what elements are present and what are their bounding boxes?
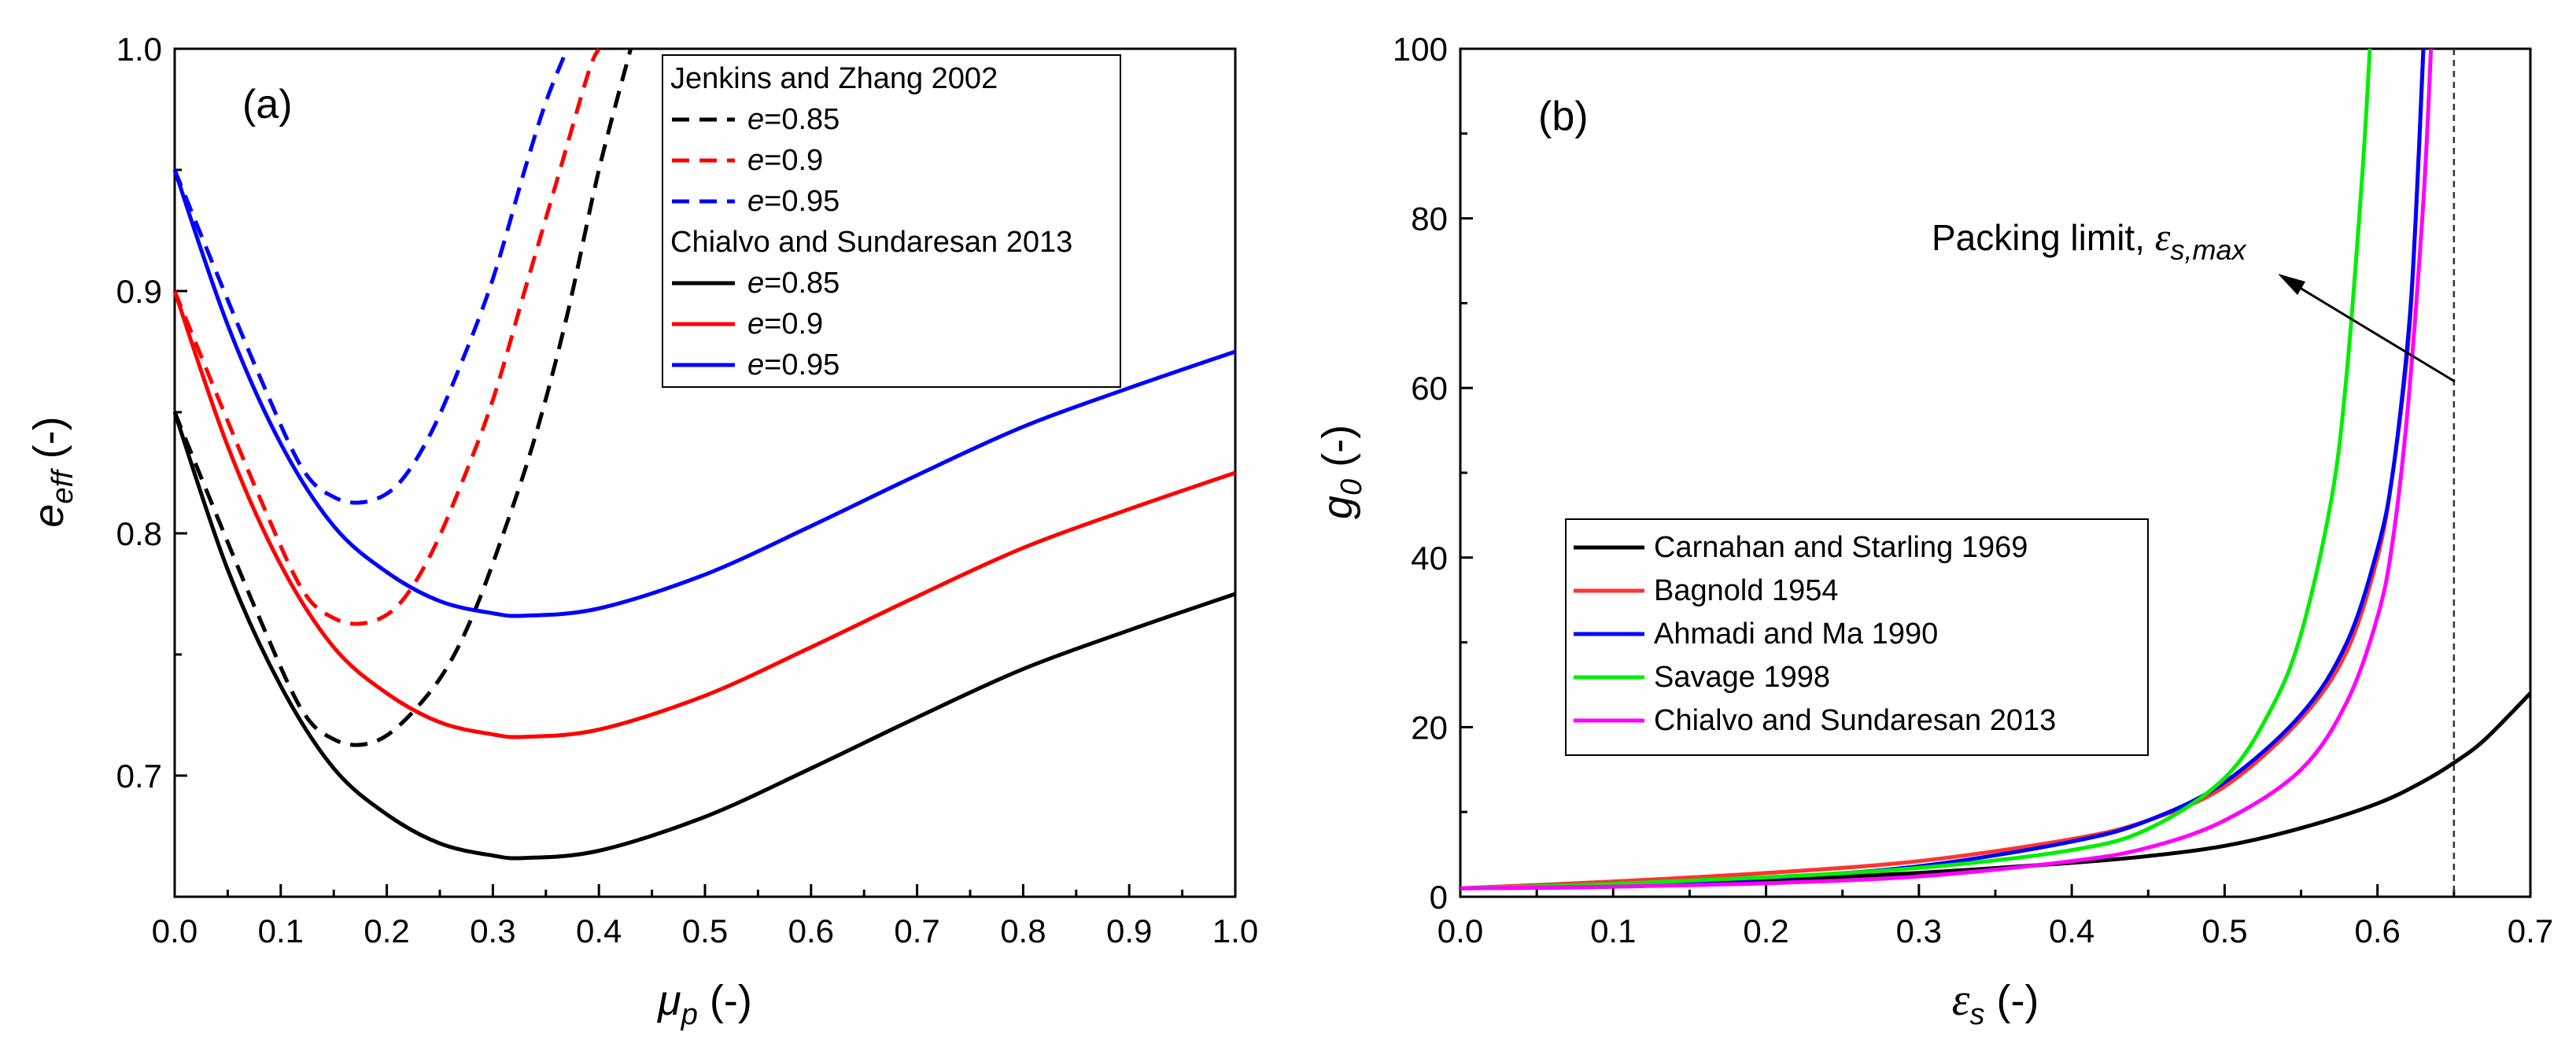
panel-b-x-tick-label: 0.7: [2508, 912, 2553, 949]
panel-a-series-0-1: [172, 47, 601, 626]
panel-a-legend-entry: e=0.85: [747, 267, 840, 300]
panel-b-x-tick-label: 0.3: [1896, 912, 1942, 949]
panel-a-x-tick-label: 0.7: [894, 912, 939, 949]
packing-limit-annotation: Packing limit, εs,max: [1932, 215, 2247, 266]
panel-b-legend-entry: Savage 1998: [1654, 661, 1830, 694]
panel-b-x-tick-label: 0.0: [1437, 912, 1483, 949]
panel-a-y-tick-label: 0.7: [116, 758, 162, 794]
panel-a-legend: Jenkins and Zhang 2002 e=0.85 e=0.9 e=0.95 C…: [662, 54, 1121, 388]
panel-b-legend-entry: Ahmadi and Ma 1990: [1654, 617, 1938, 651]
panel-b-y-tick-label: 80: [1411, 201, 1448, 238]
panel-a-x-tick-label: 0.3: [470, 912, 515, 949]
panel-b-x-tick-label: 0.1: [1590, 912, 1636, 949]
panel-b-chart: 0.0 0.1 0.2 0.3 0.4 0.5 0.6 0.7 0 20 40 60 80 100 (b)…: [1314, 31, 2553, 1031]
panel-b-plot-frame: [1459, 47, 2532, 898]
panel-a-x-tick-label: 0.0: [152, 912, 197, 949]
panel-a-series-0-2: [172, 48, 570, 505]
panel-a-x-tick-label: 0.9: [1106, 912, 1152, 949]
panel-a-label: (a): [242, 82, 293, 127]
panel-a-legend-group-title: Chialvo and Sundaresan 2013: [670, 226, 1072, 259]
panel-b-y-axis-label: g0 (-): [1314, 425, 1368, 519]
panel-b-series-1: [1460, 48, 2426, 890]
panel-a-ticks: 0.0 0.1 0.2 0.3 0.4 0.5 0.6 0.7 0.8 0.9 1.0 0.7 0.8 0…: [116, 31, 1259, 949]
panel-b-y-tick-label: 100: [1393, 31, 1448, 68]
panel-a-series-1-0: [172, 411, 1236, 861]
panel-b-ticks: 0.0 0.1 0.2 0.3 0.4 0.5 0.6 0.7 0 20 40 60 80 100: [1393, 31, 2553, 949]
panel-a-x-tick-label: 0.1: [258, 912, 304, 949]
panel-a-series-0-0: [172, 48, 633, 747]
panel-a-legend-entry: e=0.85: [747, 103, 840, 136]
panel-a-legend-entry: e=0.95: [747, 185, 840, 218]
panel-b-y-tick-label: 60: [1411, 370, 1448, 407]
panel-a-series-1-2: [172, 169, 1236, 618]
panel-a-legend-entry: e=0.9: [747, 308, 823, 341]
panel-a-x-axis-label: μp (-): [656, 977, 752, 1031]
panel-b-legend: Carnahan and Starling 1969 Bagnold 1954 Ah…: [1565, 518, 2149, 756]
panel-b-x-axis-label: εs (-): [1952, 974, 2039, 1031]
panel-b-x-tick-label: 0.6: [2355, 912, 2401, 949]
panel-a-chart: 0.0 0.1 0.2 0.3 0.4 0.5 0.6 0.7 0.8 0.9 1.0 0.7 0.8 0…: [25, 31, 1258, 1031]
panel-a-y-axis-label: eeff (-): [25, 416, 79, 527]
panel-b-series-4: [1460, 48, 2434, 890]
panel-a-series: [172, 47, 1236, 861]
panel-a-legend-box: [662, 54, 1121, 388]
panel-a-y-tick-label: 1.0: [116, 31, 162, 68]
panel-a-x-tick-label: 0.6: [788, 912, 834, 949]
panel-a-legend-entry: e=0.9: [747, 144, 823, 177]
panel-a-x-tick-label: 0.8: [1000, 912, 1046, 949]
panel-b-series-2: [1460, 48, 2426, 890]
panel-b-label: (b): [1538, 94, 1589, 139]
panel-b-series-3: [1460, 48, 2372, 890]
panel-a-x-tick-label: 0.5: [682, 912, 728, 949]
panel-a-x-tick-label: 0.4: [576, 912, 622, 949]
panel-b-legend-entry: Bagnold 1954: [1654, 574, 1839, 607]
panel-b-y-tick-label: 40: [1411, 540, 1448, 577]
panel-a-x-tick-label: 0.2: [364, 912, 409, 949]
panel-a-series-1-1: [172, 290, 1236, 739]
panel-b-legend-box: [1565, 518, 2149, 756]
panel-b-legend-entry: Chialvo and Sundaresan 2013: [1654, 704, 2056, 737]
panel-b-x-tick-label: 0.2: [1743, 912, 1788, 949]
panel-b-x-tick-label: 0.5: [2201, 912, 2247, 949]
panel-a-y-tick-label: 0.8: [116, 515, 162, 552]
panel-a-legend-group-title: Jenkins and Zhang 2002: [670, 62, 998, 95]
panel-a-y-tick-label: 0.9: [116, 273, 162, 310]
panel-b-y-tick-label: 0: [1430, 879, 1448, 916]
panel-a-legend-entry: e=0.95: [747, 348, 840, 382]
packing-limit-arrow: [2278, 274, 2456, 383]
panel-b-legend-entry: Carnahan and Starling 1969: [1654, 531, 2028, 564]
panel-b-y-tick-label: 20: [1411, 709, 1448, 746]
panel-b-x-tick-label: 0.4: [2049, 912, 2094, 949]
panel-a-x-tick-label: 1.0: [1212, 912, 1258, 949]
panel-b-series: [1460, 48, 2532, 890]
